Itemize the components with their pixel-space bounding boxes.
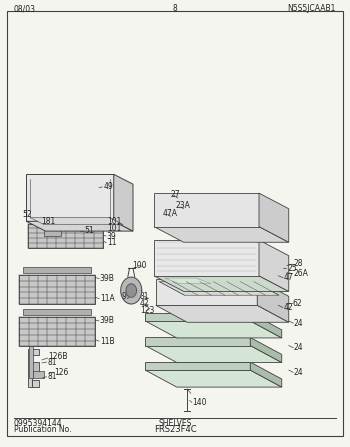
- Polygon shape: [259, 240, 289, 291]
- Text: 11A: 11A: [100, 294, 114, 303]
- Text: 42: 42: [284, 303, 293, 312]
- Polygon shape: [28, 224, 103, 248]
- Text: 8: 8: [173, 4, 177, 13]
- Text: Publication No.: Publication No.: [14, 425, 71, 434]
- Text: 0995394144: 0995394144: [14, 419, 63, 428]
- Text: 08/03: 08/03: [14, 4, 36, 13]
- Polygon shape: [23, 309, 91, 315]
- Polygon shape: [154, 276, 289, 291]
- Text: 25: 25: [287, 264, 297, 273]
- Text: 97: 97: [122, 292, 132, 301]
- Polygon shape: [114, 174, 133, 231]
- Text: N5S5JCAAB1: N5S5JCAAB1: [288, 4, 336, 13]
- Text: 51: 51: [84, 226, 94, 235]
- Polygon shape: [257, 279, 289, 322]
- Polygon shape: [154, 240, 259, 276]
- Text: SHELVES: SHELVES: [158, 419, 192, 428]
- Polygon shape: [26, 221, 133, 231]
- Text: 24: 24: [294, 319, 304, 328]
- Polygon shape: [164, 278, 211, 283]
- Text: 100: 100: [132, 261, 147, 270]
- Polygon shape: [250, 362, 282, 387]
- Text: 49: 49: [103, 182, 113, 191]
- Polygon shape: [121, 277, 142, 304]
- Text: 126: 126: [54, 368, 69, 377]
- Polygon shape: [23, 267, 91, 273]
- Polygon shape: [126, 284, 136, 297]
- Text: 126B: 126B: [48, 352, 68, 361]
- Text: 123: 123: [140, 306, 154, 315]
- Text: 24: 24: [294, 368, 304, 377]
- Text: 24: 24: [294, 343, 304, 352]
- Text: 47: 47: [284, 273, 293, 282]
- Polygon shape: [145, 346, 282, 363]
- Polygon shape: [250, 337, 282, 363]
- Text: 81: 81: [47, 372, 57, 381]
- Text: 23A: 23A: [175, 201, 190, 210]
- Polygon shape: [33, 371, 44, 378]
- Polygon shape: [44, 227, 61, 236]
- Text: 101: 101: [107, 224, 121, 233]
- Text: 11: 11: [107, 238, 116, 247]
- Text: 62: 62: [292, 299, 302, 308]
- Polygon shape: [29, 340, 33, 378]
- Polygon shape: [32, 349, 38, 355]
- Polygon shape: [156, 305, 289, 322]
- Polygon shape: [145, 337, 250, 346]
- Polygon shape: [32, 380, 38, 387]
- Polygon shape: [32, 362, 38, 373]
- Text: 11B: 11B: [100, 337, 114, 346]
- Polygon shape: [154, 227, 289, 242]
- Text: 39B: 39B: [100, 274, 114, 283]
- Text: 39: 39: [107, 232, 117, 240]
- Polygon shape: [28, 349, 32, 387]
- Polygon shape: [145, 313, 250, 321]
- Text: 28: 28: [293, 259, 303, 268]
- Polygon shape: [32, 215, 100, 221]
- Polygon shape: [26, 174, 114, 221]
- Text: 101: 101: [107, 217, 121, 226]
- Polygon shape: [259, 193, 289, 242]
- Polygon shape: [145, 321, 282, 338]
- Text: 39B: 39B: [100, 316, 114, 325]
- Polygon shape: [145, 362, 250, 370]
- Polygon shape: [19, 275, 95, 304]
- Polygon shape: [30, 218, 123, 224]
- Text: 27: 27: [171, 190, 181, 199]
- Polygon shape: [145, 370, 282, 387]
- Polygon shape: [250, 313, 282, 338]
- Text: 81: 81: [47, 358, 57, 367]
- Polygon shape: [156, 279, 257, 305]
- Polygon shape: [19, 317, 95, 346]
- Text: 181: 181: [41, 217, 55, 226]
- Text: 26A: 26A: [293, 269, 308, 278]
- Text: 81: 81: [140, 292, 149, 301]
- Text: 47A: 47A: [162, 209, 177, 218]
- Polygon shape: [159, 282, 279, 295]
- Text: 42: 42: [140, 299, 150, 308]
- Text: FRS23F4C: FRS23F4C: [154, 425, 196, 434]
- Text: 52: 52: [23, 210, 32, 219]
- Polygon shape: [154, 193, 259, 227]
- Text: 140: 140: [192, 398, 206, 407]
- Polygon shape: [33, 340, 44, 346]
